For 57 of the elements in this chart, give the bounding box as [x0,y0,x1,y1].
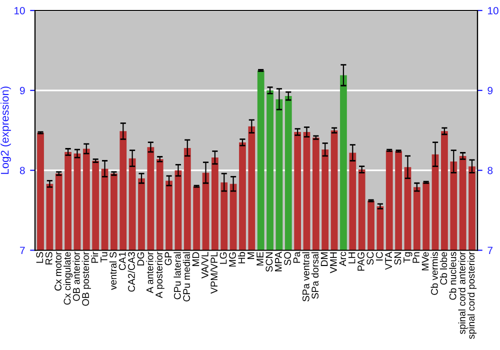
x-tick-label: Pa [293,252,300,263]
y-tick-label: 10 [14,7,25,14]
x-tick-label: VA/VL [201,252,208,278]
x-tick-label: MVe [422,252,429,270]
y2-tick-label: 9 [488,86,493,94]
x-tick-label: Cb nucleus [449,252,456,300]
x-tick-label: LG [220,252,227,264]
x-tick-label: Tg [404,252,412,263]
x-tick-label: RS [45,252,52,264]
x-tick-label: SPa ventral [302,252,310,302]
x-tick-label: SCN [266,252,273,272]
x-tick-label: A posterior [155,252,164,298]
x-tick-label: DM [320,252,328,266]
x-tick-label: PAG [358,252,364,271]
x-tick-label: SO [284,252,291,266]
x-tick-label: Tu [100,252,108,262]
x-tick-label: Cb lobe [440,252,448,285]
x-tick-label: Arc [339,252,346,266]
x-tick-label: SN [394,252,402,265]
x-tick-label: Pir [91,252,98,263]
x-tick-label: A anterior [146,252,154,294]
x-tick-label: Cx motor [54,252,62,291]
y2-tick-label: 8 [488,166,493,174]
x-tick-label: DG [137,252,144,266]
y-tick-label: 7 [20,246,25,254]
x-tick-label: GP [164,252,172,266]
y-tick-label: 9 [20,86,25,94]
y2-tick-label: 7 [488,246,492,254]
y2-tick-label: 10 [488,7,498,14]
x-tick-label: Cb vermis [430,252,438,295]
x-tick-label: ventral S [109,252,117,290]
y-tick-label: 8 [20,166,25,174]
x-tick-label: M [247,252,254,259]
x-tick-label: CPu medial [182,252,190,302]
x-tick-label: spinal cord posterior [467,252,477,339]
x-tick-label: OB posterior [82,252,91,306]
x-tick-label: LS [36,252,44,263]
x-tick-label: MD [192,252,200,266]
x-tick-label: CA2/CA3 [128,252,135,292]
x-tick-label: Cx cingulate [64,252,73,305]
y-axis-title: Log2 (expression) [0,86,11,174]
x-tick-label: LH [348,252,356,264]
x-tick-label: CA1 [118,252,126,270]
x-tick-label: MPA [275,252,282,272]
x-tick-label: SPa dorsal [311,252,319,299]
x-tick-label: Pn [412,252,420,263]
x-tick-label: ME [256,252,264,266]
x-tick-label: VPM/VPL [210,252,218,294]
x-tick-label: Hb [238,252,246,264]
x-tick-label: IC [376,252,383,260]
x-tick-label: OB anterior [72,252,80,301]
x-tick-label: SC [366,252,374,265]
x-tick-label: VMH [330,252,337,274]
x-tick-label: MG [229,252,236,266]
x-tick-label: spinal cord anterior [458,252,468,334]
x-tick-label: CPu lateral [174,252,181,300]
x-tick-label: VTA [385,252,392,270]
